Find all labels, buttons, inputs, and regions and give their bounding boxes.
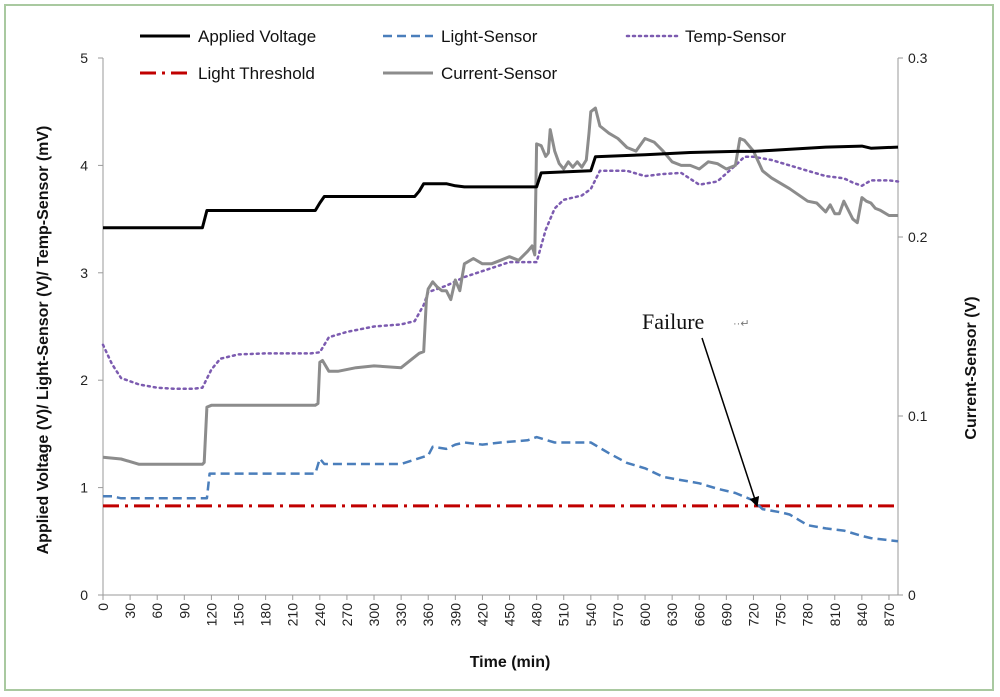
x-tick-label: 300 — [366, 603, 382, 627]
x-tick-label: 810 — [827, 603, 843, 627]
x-tick-label: 360 — [420, 603, 436, 627]
x-tick-label: 570 — [610, 603, 626, 627]
x-tick-label: 420 — [474, 603, 490, 627]
y-axis-right-title: Current-Sensor (V) — [963, 296, 980, 439]
y-right-tick-label: 0.2 — [908, 229, 928, 245]
y-left-tick-label: 3 — [80, 265, 88, 281]
y-left-tick-label: 2 — [80, 372, 88, 388]
x-tick-label: 90 — [176, 603, 192, 619]
x-tick-label: 720 — [745, 603, 761, 627]
chart-frame — [4, 4, 994, 691]
x-tick-label: 60 — [149, 603, 165, 619]
series-line-light-sensor — [103, 435, 899, 543]
x-tick-label: 840 — [854, 603, 870, 627]
legend-label-light-threshold: Light Threshold — [198, 64, 315, 83]
x-tick-label: 270 — [339, 603, 355, 627]
x-tick-label: 600 — [637, 603, 653, 627]
x-tick-label: 780 — [800, 603, 816, 627]
x-tick-label: 690 — [718, 603, 734, 627]
x-tick-label: 390 — [447, 603, 463, 627]
series-line-applied-voltage — [103, 144, 899, 230]
x-tick-label: 540 — [583, 603, 599, 627]
legend-label-light-sensor: Light-Sensor — [441, 27, 538, 46]
y-left-tick-label: 0 — [80, 587, 88, 603]
y-left-tick-label: 4 — [80, 157, 88, 173]
y-right-tick-label: 0.1 — [908, 408, 928, 424]
annotation-suffix: ··↵ — [733, 318, 750, 330]
legend-label-applied-voltage: Applied Voltage — [198, 27, 316, 46]
x-tick-label: 240 — [312, 603, 328, 627]
x-axis-title: Time (min) — [470, 654, 551, 671]
x-tick-label: 750 — [773, 603, 789, 627]
x-tick-label: 120 — [203, 603, 219, 627]
x-tick-label: 150 — [231, 603, 247, 627]
x-tick-label: 210 — [285, 603, 301, 627]
series-line-current-sensor — [102, 106, 898, 466]
x-tick-label: 180 — [258, 603, 274, 627]
x-tick-label: 450 — [502, 603, 518, 627]
x-tick-label: 30 — [122, 603, 138, 619]
x-tick-label: 870 — [881, 603, 897, 627]
series-line-temp-sensor — [101, 155, 900, 391]
x-tick-label: 0 — [95, 603, 111, 611]
y-axis-left-title: Applied Voltage (V)/ Light-Sensor (V)/ T… — [35, 126, 52, 555]
y-right-tick-label: 0 — [908, 587, 916, 603]
y-right-tick-label: 0.3 — [908, 50, 928, 66]
annotation-failure-label: Failure — [642, 309, 704, 334]
annotation-arrow — [701, 337, 760, 508]
x-tick-label: 660 — [691, 603, 707, 627]
x-tick-label: 330 — [393, 603, 409, 627]
legend-label-temp-sensor: Temp-Sensor — [685, 27, 786, 46]
legend-label-current-sensor: Current-Sensor — [441, 64, 558, 83]
x-tick-label: 630 — [664, 603, 680, 627]
x-tick-label: 510 — [556, 603, 572, 627]
y-left-tick-label: 1 — [80, 480, 88, 496]
y-left-tick-label: 5 — [80, 50, 88, 66]
x-tick-label: 480 — [529, 603, 545, 627]
